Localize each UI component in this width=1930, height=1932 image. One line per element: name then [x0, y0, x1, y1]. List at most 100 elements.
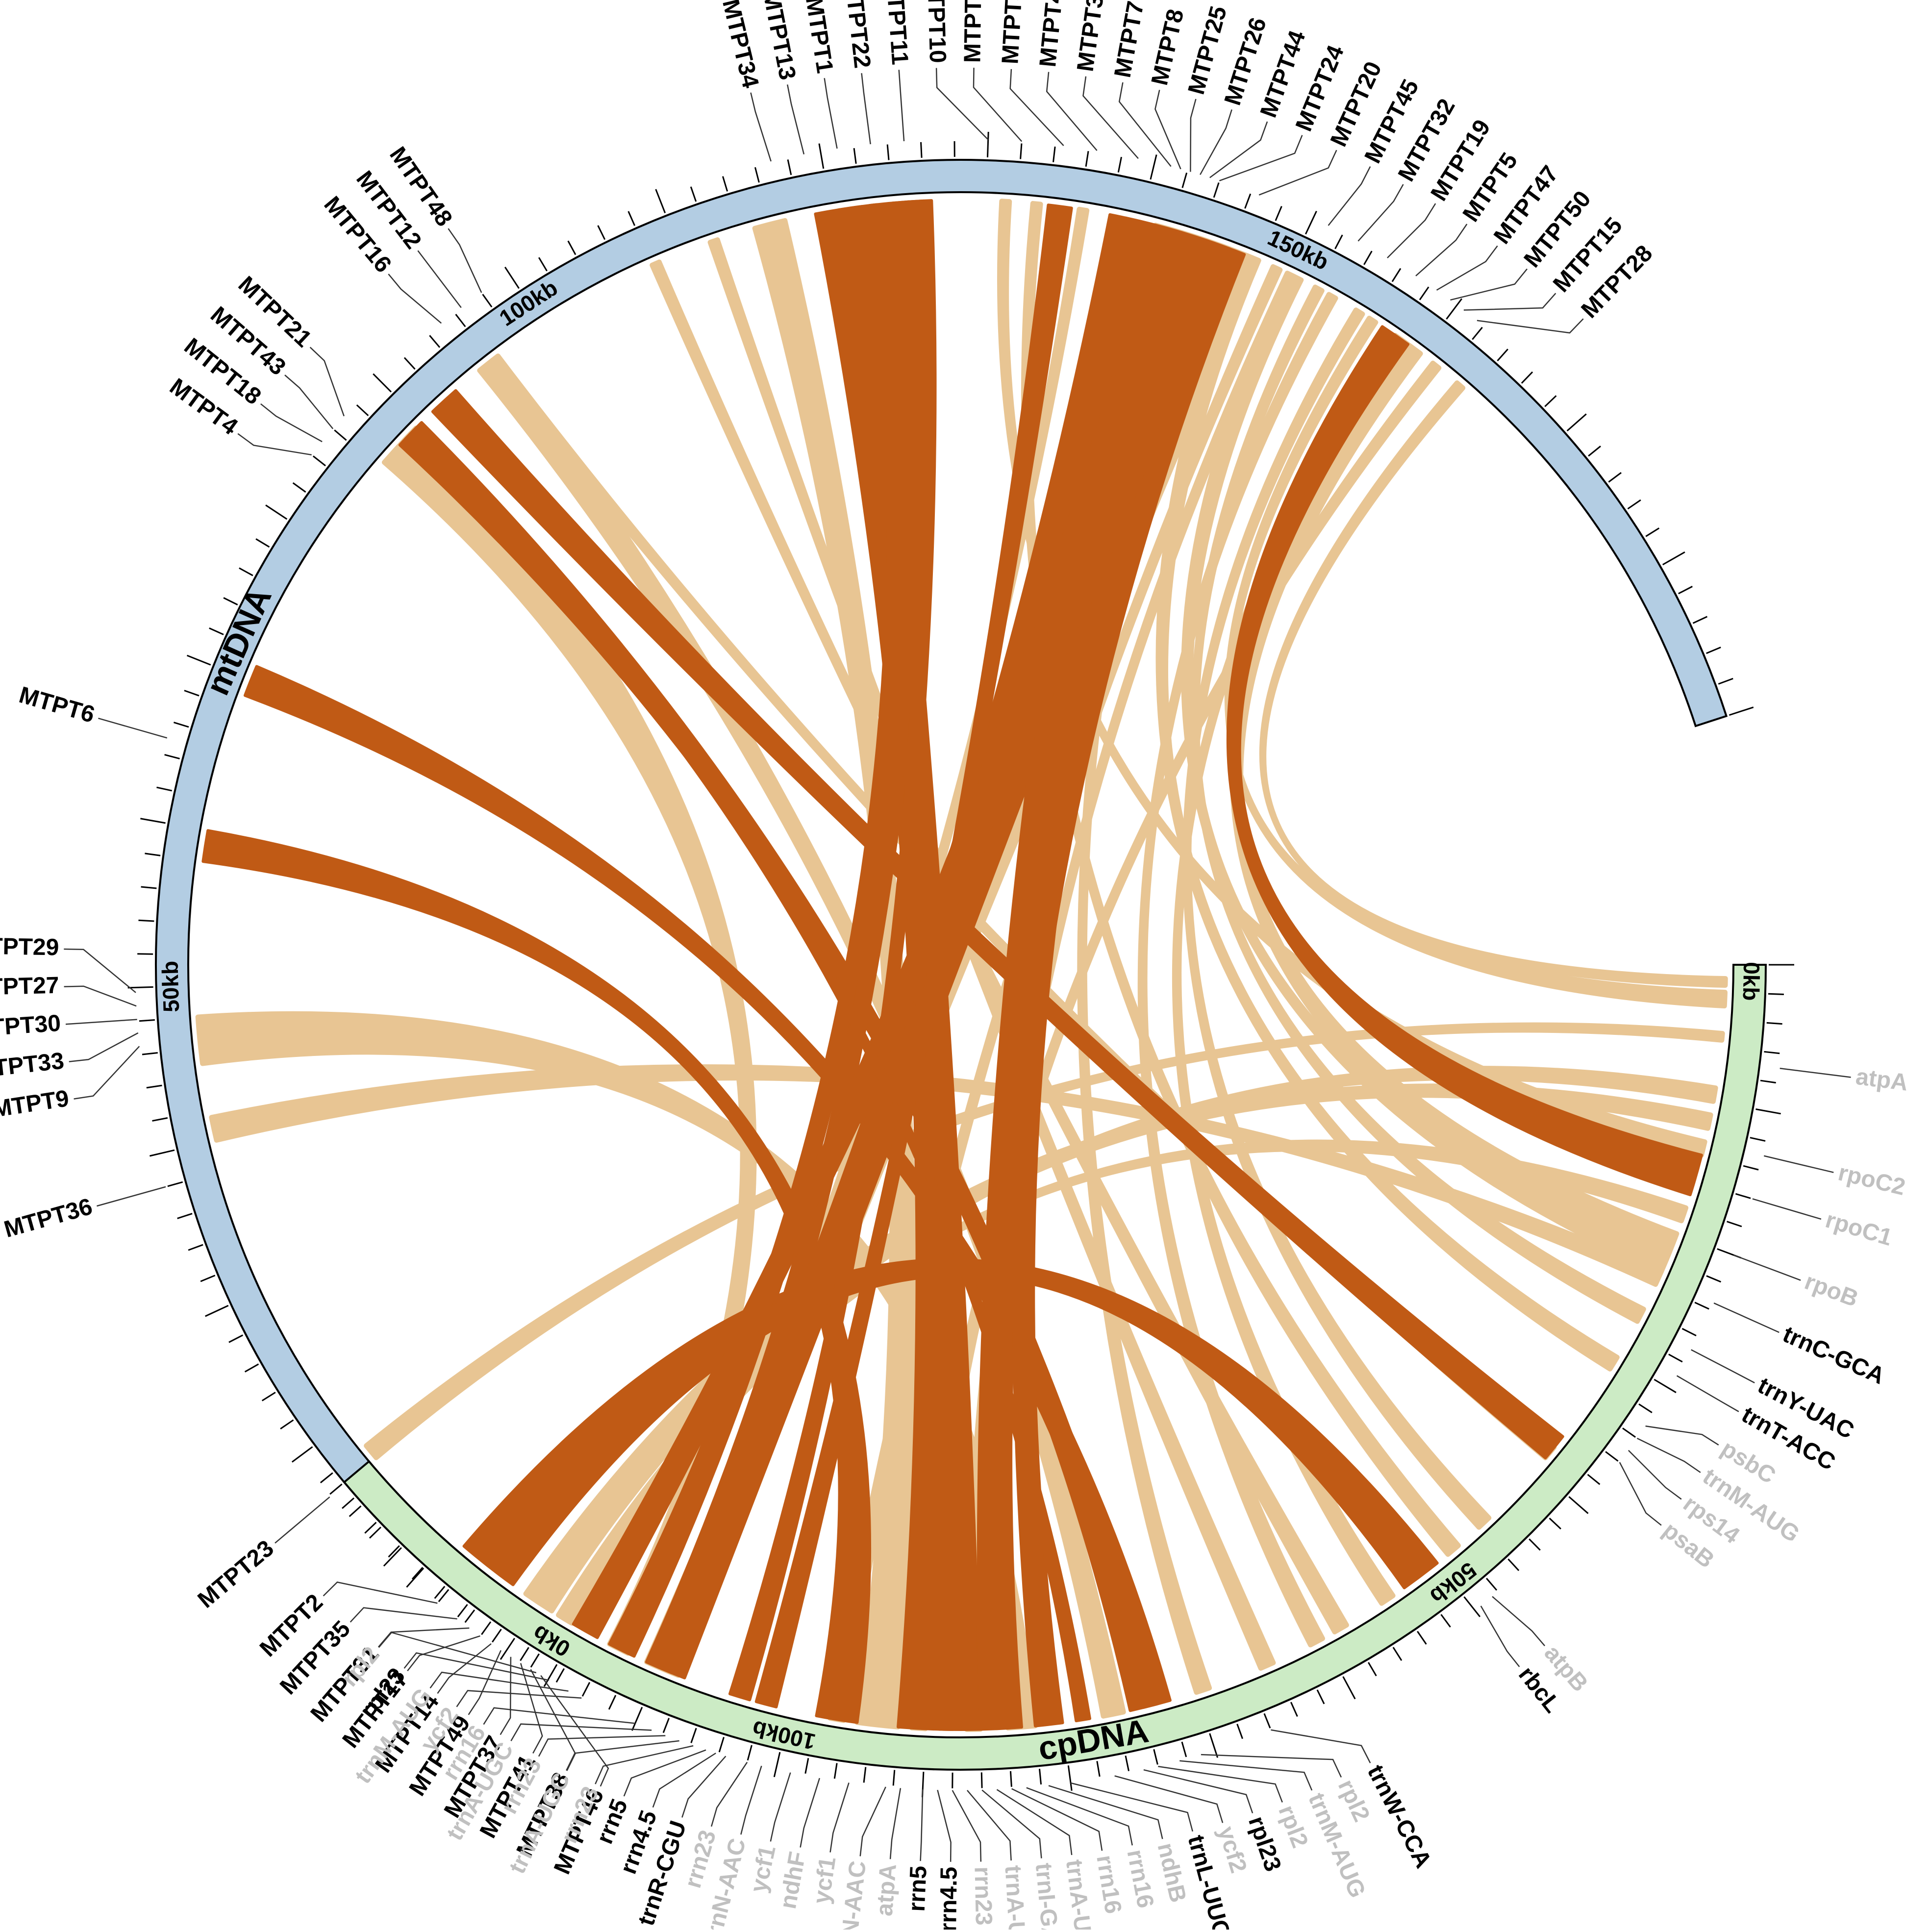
- label-leader-line: [1201, 1755, 1341, 1777]
- label-leader-line: [501, 1657, 511, 1735]
- label-leader-line: [1328, 167, 1371, 226]
- mtpt-label: MTPT23: [193, 1535, 279, 1613]
- scale-tick: [293, 483, 306, 492]
- scale-tick: [292, 1447, 313, 1462]
- scale-tick: [313, 456, 326, 466]
- scale-tick: [887, 145, 889, 160]
- scale-tick: [201, 1276, 215, 1281]
- label-leader-line: [974, 68, 1022, 141]
- scale-tick: [1472, 327, 1482, 340]
- label-leader-line: [1119, 82, 1171, 166]
- scale-tick: [1639, 1404, 1652, 1412]
- cp-gene-label: atpA: [872, 1863, 902, 1917]
- scale-tick: [1522, 372, 1532, 383]
- scale-tick: [805, 1758, 808, 1773]
- scale-tick: [138, 920, 154, 921]
- cp-gene-label: trnI-GAU: [1030, 1862, 1065, 1930]
- scale-tick: [139, 1020, 155, 1021]
- scale-tick: [187, 655, 210, 665]
- scale-tick: [1588, 1475, 1600, 1484]
- scale-tick: [1743, 1166, 1758, 1170]
- label-leader-line: [1083, 76, 1138, 158]
- scale-tick: [458, 1605, 468, 1617]
- cp-gene-label: trnC-GCA: [1779, 1321, 1889, 1389]
- scale-tick: [1508, 1559, 1519, 1571]
- label-leader-line: [1714, 1303, 1779, 1332]
- scale-tick: [1343, 1677, 1355, 1699]
- label-leader-line: [967, 1790, 1011, 1860]
- scale-tick: [1569, 1497, 1588, 1513]
- scale-tick: [1305, 211, 1316, 234]
- label-leader-line: [310, 347, 344, 416]
- scale-tick: [373, 374, 391, 392]
- label-leader-line: [404, 1653, 549, 1681]
- scale-tick: [1010, 1771, 1011, 1787]
- label-leader-line: [351, 1608, 457, 1622]
- mtpt-label: MTPT3: [1072, 0, 1108, 73]
- label-leader-line: [921, 1789, 923, 1861]
- scale-tick: [1567, 414, 1586, 430]
- label-leader-line: [937, 1790, 951, 1862]
- scale-tick: [1767, 1023, 1782, 1024]
- scale-tick: [632, 1707, 642, 1731]
- label-leader-line: [771, 1773, 791, 1842]
- label-leader-line: [1358, 184, 1403, 241]
- scale-tick: [987, 132, 988, 157]
- cp-gene-label: ycf1: [746, 1843, 781, 1895]
- scale-tick: [609, 1695, 616, 1709]
- scale-tick: [854, 148, 856, 164]
- mtpt-label: MTPT22: [840, 0, 876, 70]
- scale-tick: [1760, 1080, 1776, 1083]
- label-leader-line: [825, 78, 837, 149]
- label-leader-line: [982, 1790, 1041, 1858]
- scale-tick: [262, 1392, 276, 1401]
- scale-tick: [1529, 1539, 1540, 1550]
- label-leader-line: [1780, 1068, 1851, 1077]
- label-leader-line: [1677, 1376, 1739, 1411]
- scale-tick: [520, 1647, 528, 1660]
- label-leader-line: [97, 1187, 166, 1206]
- scale-tick: [156, 787, 172, 791]
- scale-tick: [1154, 1749, 1158, 1764]
- scale-tick: [1364, 251, 1372, 265]
- label-leader-line: [682, 1756, 726, 1817]
- label-leader-line: [379, 1632, 536, 1673]
- scale-tick: [229, 1335, 243, 1342]
- scale-tick: [321, 1473, 333, 1482]
- scale-tick: [145, 853, 160, 855]
- label-leader-line: [862, 73, 871, 144]
- label-leader-line: [624, 1750, 706, 1796]
- scale-tick: [1679, 586, 1692, 594]
- scale-tick: [1151, 155, 1156, 180]
- mtpt-label: MTPT7: [1109, 0, 1149, 80]
- label-leader-line: [1144, 1770, 1253, 1813]
- scale-tick: [1068, 1765, 1072, 1791]
- mtpt-label: MTPT1: [801, 0, 838, 75]
- label-leader-line: [741, 1766, 761, 1834]
- scale-tick: [1623, 1428, 1635, 1437]
- mtpt-label: MTPT40: [1035, 0, 1070, 68]
- scale-tick: [531, 1654, 539, 1667]
- cp-gene-label: rpoC2: [1836, 1159, 1908, 1201]
- label-leader-line: [1115, 1776, 1223, 1823]
- scale-tick: [150, 1150, 175, 1156]
- scale-tick: [1646, 528, 1659, 536]
- scale-tick: [539, 257, 547, 271]
- scale-tick: [492, 1629, 501, 1642]
- label-leader-line: [899, 70, 904, 141]
- scale-tick: [147, 1085, 162, 1088]
- mtpt-label: MTPT11: [881, 0, 913, 66]
- label-leader-line: [1387, 203, 1435, 258]
- scale-tick: [505, 267, 519, 289]
- label-leader-line: [539, 1735, 665, 1756]
- label-leader-line: [1010, 69, 1064, 146]
- label-leader-line: [653, 1753, 716, 1807]
- scale-tick: [141, 887, 157, 888]
- cp-gene-label: rrn5: [904, 1865, 932, 1912]
- label-leader-line: [98, 718, 167, 738]
- cp-gene-label: atpA: [1854, 1064, 1909, 1096]
- label-leader-line: [69, 1033, 138, 1062]
- scale-tick: [1441, 1614, 1451, 1627]
- scale-tick: [921, 142, 922, 158]
- scale-tick: [1214, 183, 1219, 198]
